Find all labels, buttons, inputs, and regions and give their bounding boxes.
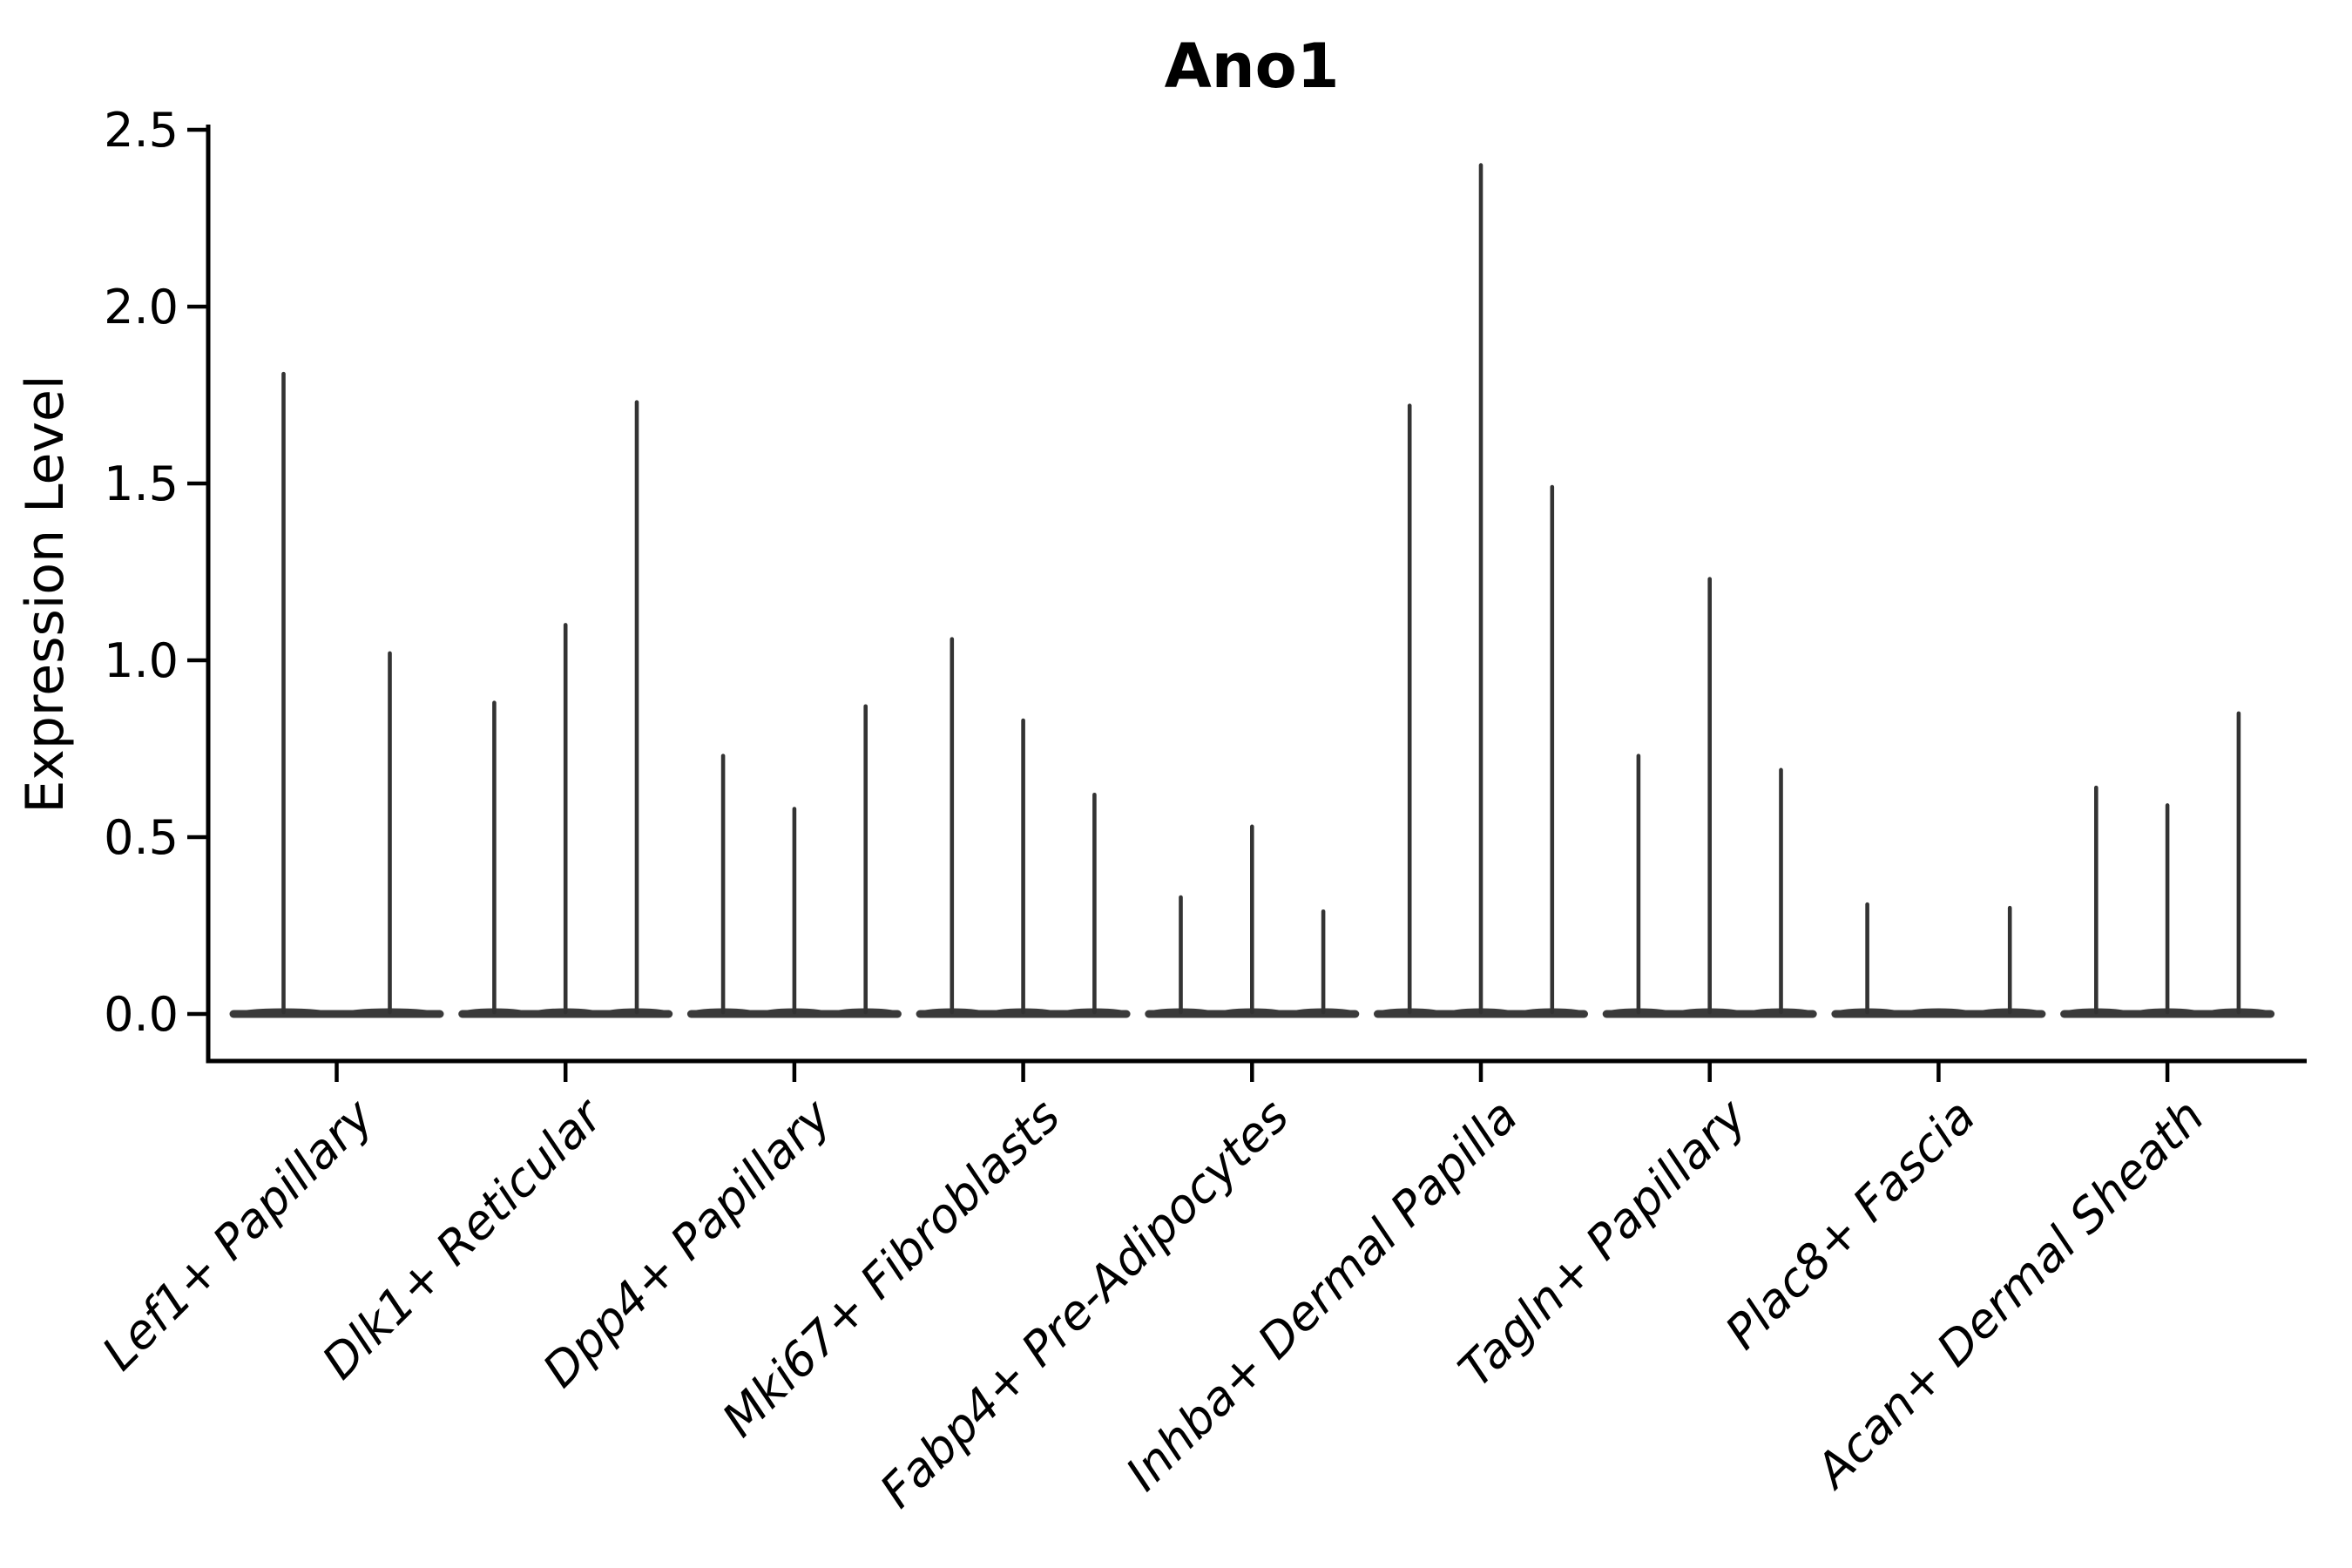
x-tick-label: Fabp4+ Pre-Adipocytes <box>869 1089 1299 1518</box>
y-axis-ticks: 0.0 0.5 1.0 1.5 2.0 2.5 <box>104 103 208 1042</box>
y-axis-label: Expression Level <box>15 375 76 813</box>
y-tick-label: 1.0 <box>104 633 179 688</box>
y-tick-label: 0.0 <box>104 987 179 1042</box>
y-tick-label: 1.5 <box>104 456 179 511</box>
violin-base-bump <box>1903 1008 1974 1018</box>
y-tick-label: 2.5 <box>104 103 179 158</box>
chart-title: Ano1 <box>1165 30 1340 102</box>
y-tick-label: 2.0 <box>104 280 179 335</box>
violin-marks <box>229 163 2275 1018</box>
x-tick-label: Acan+ Dermal Sheath <box>1803 1089 2214 1500</box>
y-tick-label: 0.5 <box>104 810 179 865</box>
x-axis-ticks <box>335 1061 2170 1082</box>
x-tick-label: Inhba+ Dermal Papilla <box>1115 1089 1528 1502</box>
